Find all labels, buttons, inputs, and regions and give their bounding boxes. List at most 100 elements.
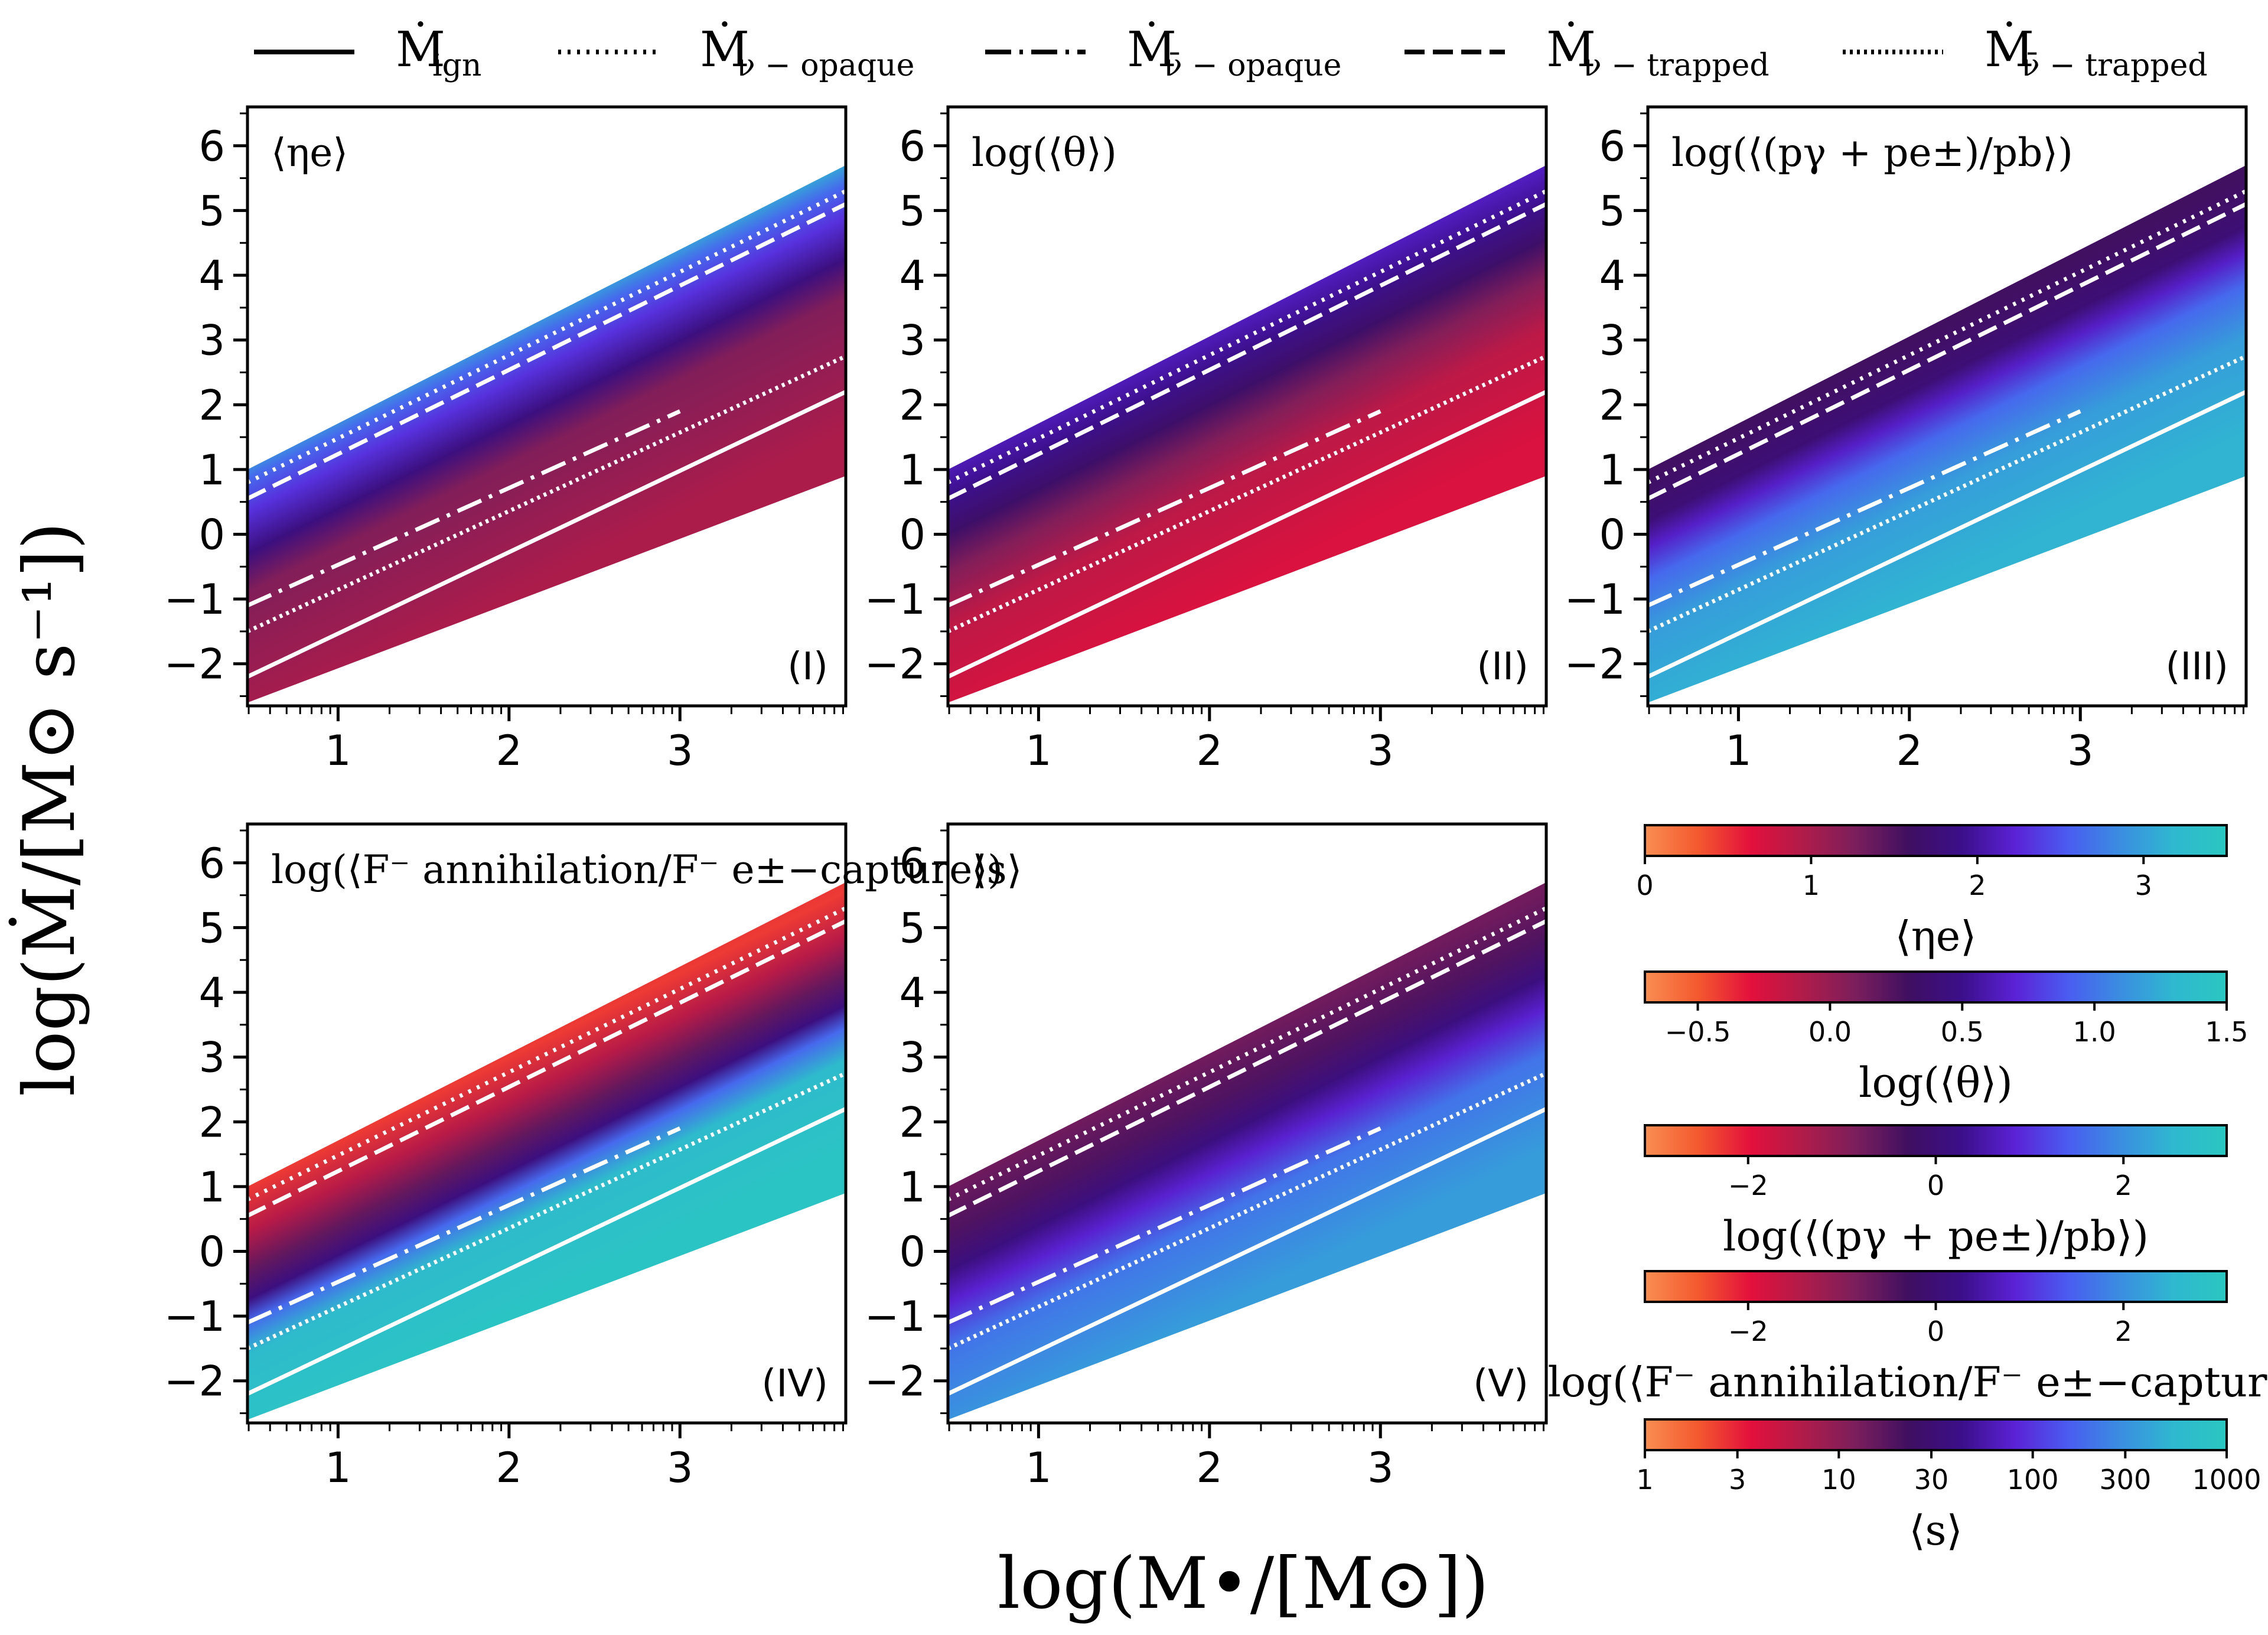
- curve-nu-opaque: [247, 189, 846, 484]
- colorbar-label: log(⟨F⁻ annihilation/F⁻ e±−capture⟩): [1548, 1358, 2268, 1406]
- colorbars: 0 1 2 3 ⟨ηe⟩ −0.5 0.0 0.5 1.0 1.5 log(⟨θ⟩) −2 0 2 log(…: [1548, 824, 2268, 1555]
- curve-nu-opaque: [1648, 189, 2246, 484]
- legend-symbol: Ṁ: [1127, 21, 1177, 78]
- heatmap-domain: [247, 165, 846, 703]
- y-tick-label: −2: [865, 1357, 926, 1406]
- curve-ignition: [948, 1106, 1546, 1396]
- colorbar-tick-label: 100: [2007, 1464, 2059, 1496]
- legend-subscript: ν̄ − trapped: [2021, 48, 2208, 83]
- panel-frame: [946, 822, 1548, 1425]
- y-tick-label: 3: [899, 1034, 926, 1082]
- colorbar-5: 1 3 10 30 100 300 1000 ⟨s⟩: [1636, 1418, 2262, 1555]
- y-tick-label: 0: [1599, 511, 1625, 559]
- colorbar-label: log(⟨θ⟩): [1859, 1058, 2013, 1107]
- heatmap-domain: [948, 882, 1546, 1420]
- y-tick-label: 0: [198, 1228, 225, 1276]
- colorbar-label: ⟨s⟩: [1909, 1506, 1963, 1555]
- y-tick-label: 5: [198, 904, 225, 952]
- panel-quantity-label: log(⟨F⁻ annihilation/F⁻ e±−capture⟩): [271, 847, 1003, 893]
- colorbar-tick-label: 1000: [2192, 1464, 2261, 1496]
- y-tick-label: −1: [865, 575, 926, 624]
- y-tick-label: 3: [198, 1034, 225, 1082]
- y-tick-label: −2: [164, 640, 225, 689]
- legend-symbol: Ṁ: [1546, 21, 1596, 78]
- curve-nubar-opaque: [1648, 409, 2081, 608]
- colorbar-gradient: [1644, 1418, 2228, 1451]
- y-tick-label: 2: [198, 1098, 225, 1147]
- legend-subscript: ign: [432, 48, 481, 83]
- x-tick-label: 3: [1367, 1444, 1394, 1492]
- panel-quantity-label: ⟨ηe⟩: [271, 130, 348, 175]
- curve-nu-trapped: [247, 202, 846, 501]
- y-tick-label: 6: [198, 122, 225, 171]
- curve-nubar-opaque: [948, 409, 1381, 608]
- y-tick-label: 6: [1599, 122, 1625, 171]
- panel-II: −2 −1 0 1 2 3 4 5 6 1 2 3 log(⟨θ⟩) (II): [865, 105, 1548, 775]
- legend-subscript: ν̄ − opaque: [1164, 48, 1341, 83]
- x-tick-label: 2: [1197, 1444, 1223, 1492]
- y-tick-label: 0: [198, 511, 225, 559]
- y-tick-label: 4: [198, 252, 225, 300]
- y-tick-label: 5: [899, 904, 926, 952]
- panel-IV: −2 −1 0 1 2 3 4 5 6 1 2 3 log(⟨F⁻ annihilation/F⁻ e±…: [164, 822, 1003, 1492]
- legend-subscript: ν − trapped: [1583, 48, 1770, 83]
- legend-subscript: ν − opaque: [737, 48, 914, 83]
- colorbar-1: 0 1 2 3 ⟨ηe⟩: [1636, 824, 2228, 960]
- y-axis-label: log(Ṁ/[M⊙ s⁻¹]): [8, 522, 91, 1097]
- y-tick-label: 5: [198, 187, 225, 235]
- colorbar-gradient: [1644, 824, 2228, 857]
- panel-id-label: (II): [1477, 645, 1529, 689]
- y-tick-label: 4: [899, 252, 926, 300]
- y-tick-label: 0: [899, 1228, 926, 1276]
- y-tick-label: 5: [899, 187, 926, 235]
- colorbar-tick-label: 2: [2115, 1315, 2132, 1347]
- panel-quantity-label: ⟨s⟩: [972, 847, 1022, 893]
- y-tick-label: −2: [164, 1357, 225, 1406]
- curve-nubar-opaque: [247, 409, 681, 608]
- x-tick-label: 2: [496, 727, 523, 775]
- legend-entry-4: Ṁν − trapped: [1405, 21, 1770, 83]
- panel-id-label: (IV): [761, 1362, 828, 1406]
- colorbar-tick-label: 300: [2099, 1464, 2151, 1496]
- colorbar-tick-label: 1.0: [2073, 1016, 2116, 1048]
- colorbar-3: −2 0 2 log(⟨(pγ + pe±)/pb⟩): [1644, 1124, 2228, 1261]
- y-tick-label: 2: [198, 381, 225, 429]
- curve-nu-opaque: [948, 189, 1546, 484]
- y-tick-label: 1: [899, 446, 926, 494]
- colorbar-tick-label: 0: [1927, 1315, 1944, 1347]
- curve-nu-opaque: [948, 906, 1546, 1201]
- colorbar-tick-label: 0: [1636, 869, 1653, 901]
- y-tick-label: −1: [865, 1292, 926, 1341]
- colorbar-label: log(⟨(pγ + pe±)/pb⟩): [1723, 1212, 2149, 1261]
- colorbar-tick-label: 0: [1927, 1170, 1944, 1201]
- colorbar-tick-label: 1: [1636, 1464, 1653, 1496]
- x-tick-label: 2: [1197, 727, 1223, 775]
- x-tick-label: 3: [667, 727, 693, 775]
- heatmap-domain: [948, 165, 1546, 703]
- legend-entry-3: Ṁν̄ − opaque: [985, 21, 1341, 83]
- curve-ignition: [247, 1106, 846, 1396]
- curve-ignition: [1648, 389, 2246, 679]
- legend-symbol: Ṁ: [700, 21, 750, 78]
- colorbar-label: ⟨ηe⟩: [1895, 912, 1977, 960]
- panel-quantity-label: log(⟨θ⟩): [972, 130, 1117, 175]
- curve-nu-trapped: [1648, 202, 2246, 501]
- panel-id-label: (I): [787, 645, 828, 689]
- curve-nubar-opaque: [948, 1126, 1381, 1325]
- legend-entry-2: Ṁν − opaque: [558, 21, 914, 83]
- curve-nu-opaque: [247, 906, 846, 1201]
- colorbar-tick-label: 0.0: [1808, 1016, 1852, 1048]
- x-tick-label: 1: [325, 1444, 351, 1492]
- panel-frame: [1646, 105, 2248, 708]
- y-tick-label: 2: [899, 381, 926, 429]
- panel-V: −2 −1 0 1 2 3 4 5 6 1 2 3 ⟨s⟩ (V): [865, 822, 1548, 1492]
- x-tick-label: 1: [1025, 1444, 1052, 1492]
- heatmap-domain: [1648, 165, 2246, 703]
- panel-frame: [246, 822, 848, 1425]
- colorbar-tick-label: −2: [1728, 1170, 1768, 1201]
- y-tick-label: 0: [899, 511, 926, 559]
- colorbar-gradient: [1644, 1270, 2228, 1303]
- colorbar-tick-label: 3: [2135, 869, 2152, 901]
- x-tick-label: 1: [1725, 727, 1752, 775]
